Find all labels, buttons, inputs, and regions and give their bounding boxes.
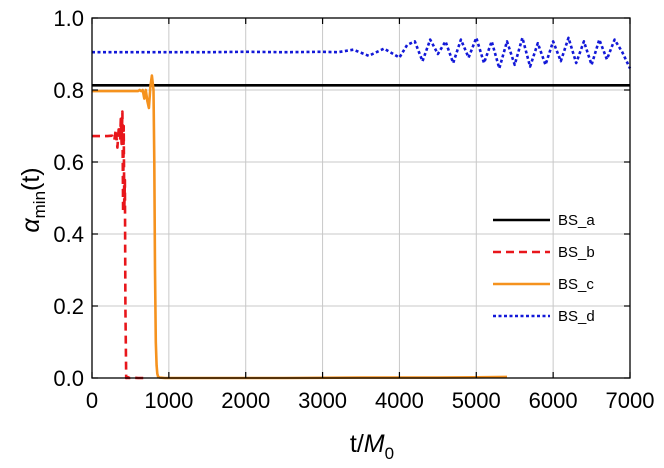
y-axis-label-arg: (t) xyxy=(17,167,45,191)
x-tick-label: 2000 xyxy=(221,388,270,413)
series-line-bs-d xyxy=(92,36,632,70)
y-tick-label: 0.8 xyxy=(53,78,84,103)
y-tick-label: 0.0 xyxy=(53,366,84,391)
legend-label: BS_b xyxy=(558,244,595,261)
x-tick-label: 3000 xyxy=(298,388,347,413)
y-tick-label: 0.6 xyxy=(53,150,84,175)
x-axis-label-subscript: 0 xyxy=(385,444,394,463)
x-tick-label: 4000 xyxy=(375,388,424,413)
y-tick-label: 0.2 xyxy=(53,294,84,319)
y-axis-label: αmin(t) xyxy=(17,167,49,232)
x-tick-label: 0 xyxy=(86,388,98,413)
x-axis-label: t/M0 xyxy=(350,430,394,463)
y-tick-label: 1.0 xyxy=(53,6,84,31)
ticks xyxy=(91,17,631,379)
legend-label: BS_d xyxy=(558,308,595,325)
legend-label: BS_a xyxy=(558,212,595,229)
tick-labels: 0 1000 2000 3000 4000 5000 6000 7000 0.0 0.2 0.4 0.… xyxy=(53,6,654,413)
plot-frame xyxy=(91,17,631,379)
x-axis-label-sep: / xyxy=(357,430,364,458)
x-tick-label: 1000 xyxy=(144,388,193,413)
x-axis-label-symbol: M xyxy=(364,430,385,458)
y-axis-label-symbol: α xyxy=(17,218,45,233)
x-tick-label: 5000 xyxy=(452,388,501,413)
y-axis-label-subscript: min xyxy=(30,191,49,218)
legend: BS_a BS_b BS_c BS_d xyxy=(493,212,595,325)
y-tick-label: 0.4 xyxy=(53,222,84,247)
legend-label: BS_c xyxy=(558,276,594,293)
x-axis-label-main: t xyxy=(350,430,357,458)
x-tick-label: 7000 xyxy=(606,388,655,413)
x-tick-label: 6000 xyxy=(529,388,578,413)
